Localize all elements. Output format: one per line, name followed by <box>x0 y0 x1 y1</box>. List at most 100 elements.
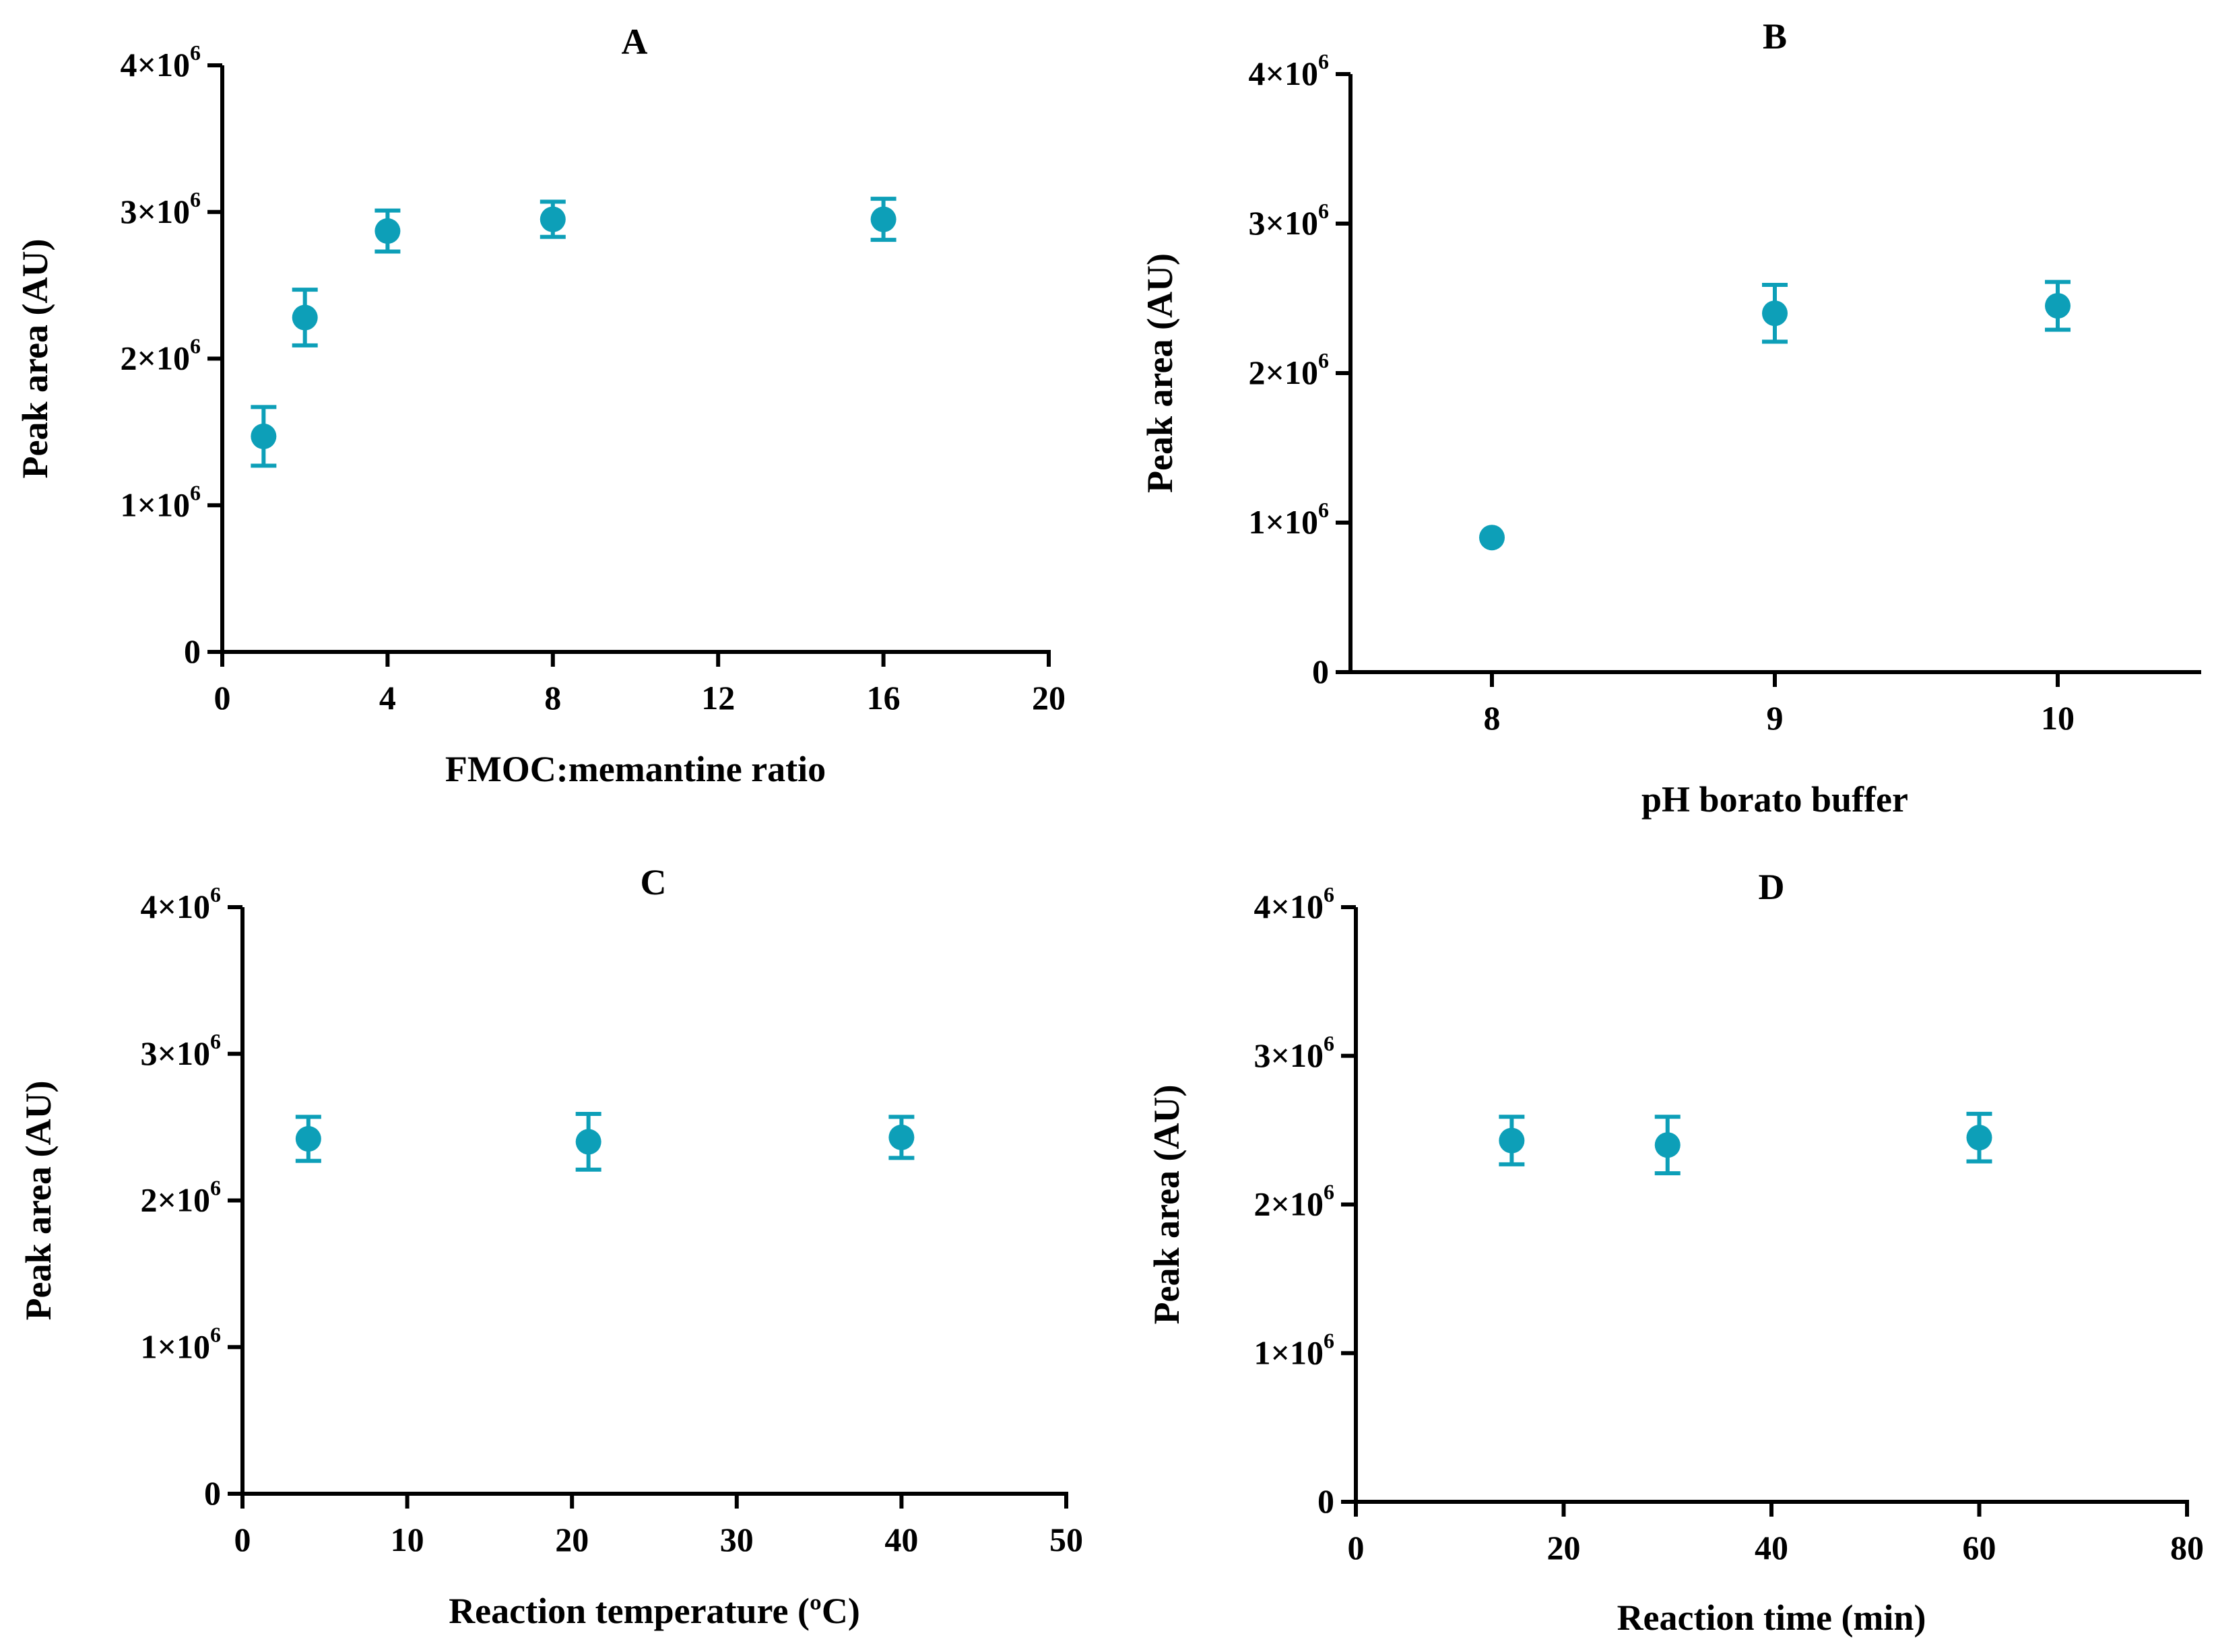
y-tick-base: 1×10 <box>1254 1333 1324 1371</box>
data-point <box>251 423 277 449</box>
y-tick-base: 4×10 <box>1249 55 1319 92</box>
y-tick-label: 0 <box>204 1474 221 1512</box>
data-point <box>1479 525 1505 551</box>
y-tick-exponent: 6 <box>1318 49 1329 73</box>
y-tick-label: 2×106 <box>141 1176 222 1219</box>
y-tick-base: 4×10 <box>141 888 211 925</box>
data-point <box>1654 1132 1681 1158</box>
data-point <box>295 1126 321 1152</box>
y-tick-exponent: 6 <box>1324 882 1334 906</box>
data-point <box>575 1129 601 1155</box>
y-tick-exponent: 6 <box>1318 498 1329 522</box>
y-tick-label: 3×106 <box>141 1029 222 1072</box>
x-tick-label: 10 <box>2041 699 2075 737</box>
data-point <box>374 218 401 244</box>
y-tick-base: 0 <box>204 1474 221 1512</box>
y-tick-exponent: 6 <box>190 187 201 211</box>
y-tick-base: 3×10 <box>1249 204 1319 242</box>
y-tick-exponent: 6 <box>1324 1180 1334 1204</box>
y-tick-label: 1×106 <box>1254 1328 1335 1371</box>
y-tick-exponent: 6 <box>1324 1031 1334 1055</box>
x-tick-label: 16 <box>867 679 901 717</box>
y-tick-base: 1×10 <box>1249 503 1319 541</box>
panel-title: A <box>622 22 648 62</box>
x-tick-label: 12 <box>701 679 735 717</box>
y-tick-label: 1×106 <box>121 480 201 523</box>
y-tick-base: 2×10 <box>141 1181 211 1219</box>
data-point <box>1499 1127 1525 1154</box>
y-tick-exponent: 6 <box>1318 199 1329 223</box>
panel-a: A0 4 8 12 16 2001×1062×1063×1064×106FMOC:mema… <box>15 22 1066 789</box>
x-axis-label: pH borato buffer <box>1641 779 1908 820</box>
y-tick-base: 3×10 <box>121 193 191 230</box>
panel-d: D0 20 40 60 8001×1062×1063×1064×106Reaction … <box>1146 867 2204 1638</box>
y-tick-exponent: 6 <box>190 480 201 504</box>
x-tick-label: 0 <box>1348 1529 1365 1566</box>
x-tick-label: 10 <box>391 1521 424 1558</box>
x-tick-label: 8 <box>544 679 561 717</box>
x-tick-label: 40 <box>1755 1529 1788 1566</box>
y-tick-base: 2×10 <box>1254 1185 1324 1223</box>
y-tick-label: 3×106 <box>121 187 201 230</box>
panel-title: B <box>1763 16 1787 57</box>
panel-c: C0 10 20 30 40 5001×1062×1063×1064×106Reactio… <box>18 862 1083 1631</box>
y-tick-label: 1×106 <box>141 1322 222 1365</box>
y-tick-base: 4×10 <box>1254 888 1324 925</box>
y-axis-label: Peak area (AU) <box>18 1081 59 1321</box>
x-tick-label: 20 <box>1032 679 1066 717</box>
y-tick-label: 4×106 <box>1254 882 1335 925</box>
y-tick-label: 3×106 <box>1249 199 1330 242</box>
y-tick-exponent: 6 <box>1318 348 1329 372</box>
data-point <box>540 206 566 232</box>
x-tick-label: 9 <box>1767 699 1784 737</box>
y-tick-base: 3×10 <box>1254 1036 1324 1074</box>
x-tick-label: 60 <box>1963 1529 1996 1566</box>
y-tick-label: 4×106 <box>1249 49 1330 92</box>
x-tick-label: 4 <box>379 679 396 717</box>
x-tick-label: 8 <box>1484 699 1501 737</box>
y-tick-label: 4×106 <box>121 40 201 84</box>
y-tick-exponent: 6 <box>190 334 201 358</box>
y-tick-base: 2×10 <box>121 339 191 377</box>
y-tick-label: 1×106 <box>1249 498 1330 541</box>
data-point <box>888 1124 915 1150</box>
x-tick-label: 20 <box>1547 1529 1581 1566</box>
x-axis-label: Reaction time (min) <box>1617 1597 1926 1638</box>
y-tick-exponent: 6 <box>210 1176 221 1200</box>
y-tick-base: 4×10 <box>121 46 191 84</box>
y-tick-label: 3×106 <box>1254 1031 1335 1074</box>
panel-title: C <box>641 862 667 902</box>
x-tick-label: 50 <box>1049 1521 1083 1558</box>
x-tick-label: 0 <box>234 1521 251 1558</box>
y-axis-label: Peak area (AU) <box>15 239 55 479</box>
y-tick-exponent: 6 <box>210 1322 221 1346</box>
y-tick-label: 2×106 <box>1254 1180 1335 1223</box>
y-axis-label: Peak area (AU) <box>1140 253 1180 493</box>
y-axis-label: Peak area (AU) <box>1146 1085 1187 1325</box>
y-tick-label: 0 <box>184 632 201 670</box>
data-point <box>1966 1125 1992 1151</box>
x-tick-label: 0 <box>214 679 231 717</box>
y-tick-base: 0 <box>184 632 201 670</box>
y-tick-base: 1×10 <box>121 486 191 523</box>
x-tick-label: 40 <box>884 1521 918 1558</box>
y-tick-base: 3×10 <box>141 1034 211 1072</box>
y-tick-label: 0 <box>1312 653 1329 690</box>
data-point <box>1762 300 1788 327</box>
y-tick-base: 0 <box>1312 653 1329 690</box>
y-tick-exponent: 6 <box>210 1029 221 1053</box>
y-tick-base: 0 <box>1317 1482 1334 1520</box>
y-tick-label: 2×106 <box>1249 348 1330 391</box>
data-point <box>2045 293 2071 319</box>
data-point <box>292 304 318 331</box>
y-tick-exponent: 6 <box>190 40 201 65</box>
x-tick-label: 30 <box>720 1521 754 1558</box>
y-tick-exponent: 6 <box>1324 1328 1334 1352</box>
y-tick-label: 0 <box>1317 1482 1334 1520</box>
y-tick-exponent: 6 <box>210 882 221 906</box>
y-tick-base: 2×10 <box>1249 354 1319 391</box>
y-tick-label: 4×106 <box>141 882 222 925</box>
data-point <box>870 206 897 232</box>
x-tick-label: 20 <box>555 1521 589 1558</box>
